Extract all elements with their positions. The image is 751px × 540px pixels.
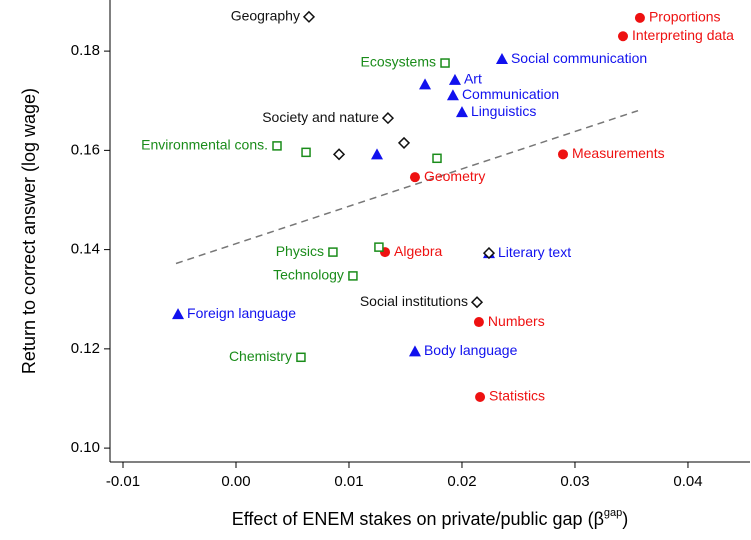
point — [634, 12, 645, 23]
y-tick-label: 0.18 — [71, 42, 100, 59]
x-tick-label: 0.00 — [221, 473, 250, 490]
point — [617, 31, 628, 42]
point — [348, 271, 358, 281]
point — [455, 106, 468, 118]
x-tick-label: -0.01 — [106, 473, 140, 490]
point — [397, 136, 411, 149]
point-label: Body language — [424, 342, 518, 358]
point-label: Proportions — [649, 9, 721, 25]
point-label: Statistics — [489, 388, 545, 404]
point — [296, 352, 306, 363]
point-label: Chemistry — [229, 348, 292, 364]
point-label: Algebra — [394, 243, 442, 259]
point — [332, 148, 346, 161]
point-label: Linguistics — [471, 103, 536, 119]
point-label: Society and nature — [262, 109, 379, 125]
point-label: Foreign language — [187, 305, 296, 321]
x-tick-label: 0.01 — [334, 473, 363, 490]
point — [440, 58, 450, 68]
y-tick-label: 0.16 — [71, 141, 100, 158]
x-tick-label: 0.03 — [560, 473, 589, 490]
point-label: Ecosystems — [361, 54, 436, 70]
point — [495, 53, 508, 65]
point-label: Numbers — [488, 313, 545, 329]
point — [408, 345, 421, 357]
x-axis-title: Effect of ENEM stakes on private/public … — [232, 507, 629, 529]
point-label: Technology — [273, 267, 344, 283]
point — [172, 308, 185, 320]
point — [557, 149, 568, 160]
point — [482, 247, 496, 260]
point-label: Interpreting data — [632, 27, 734, 43]
point — [475, 391, 486, 402]
x-tick-label: 0.04 — [673, 473, 702, 490]
point — [272, 141, 282, 151]
y-tick-label: 0.14 — [71, 241, 100, 258]
y-axis-title: Return to correct answer (log wage) — [19, 88, 39, 374]
y-tick-label: 0.10 — [71, 439, 100, 456]
point — [381, 112, 395, 125]
point — [301, 147, 311, 158]
point-label: Communication — [462, 86, 559, 102]
fit-line — [175, 109, 639, 265]
point — [328, 247, 338, 257]
point — [448, 73, 461, 85]
point-label: Physics — [276, 243, 324, 259]
point-label: Literary text — [498, 244, 571, 260]
point-label: Geography — [231, 8, 300, 24]
point — [302, 10, 316, 23]
y-tick-label: 0.12 — [71, 340, 100, 357]
point-label: Environmental cons. — [141, 137, 268, 153]
point — [419, 78, 432, 90]
point — [374, 242, 384, 252]
point-label: Art — [464, 71, 482, 87]
point-label: Geometry — [424, 168, 485, 184]
point — [473, 317, 484, 328]
point — [409, 172, 420, 183]
point — [470, 296, 484, 309]
point — [446, 89, 459, 101]
x-tick-label: 0.02 — [447, 473, 476, 490]
point-label: Social institutions — [360, 293, 468, 309]
point — [432, 153, 442, 164]
point-label: Measurements — [572, 145, 665, 161]
point-label: Social communication — [511, 50, 647, 66]
point — [371, 148, 384, 160]
